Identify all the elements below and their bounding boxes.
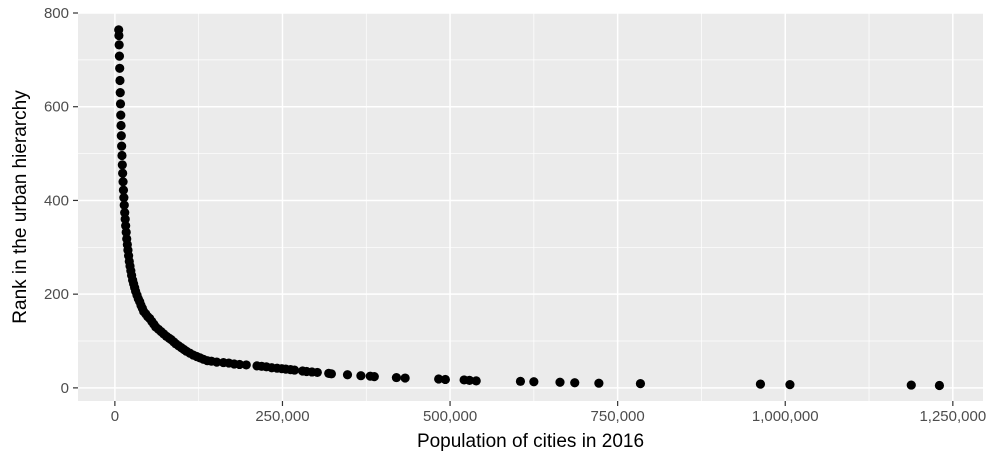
data-point [324, 368, 334, 378]
data-point [115, 99, 126, 109]
data-point [120, 208, 130, 218]
x-tick-label: 250,000 [255, 408, 309, 425]
x-tick-label: 1,000,000 [752, 408, 819, 425]
data-points [114, 25, 945, 391]
x-tick-label: 750,000 [591, 408, 645, 425]
data-point [391, 372, 402, 383]
y-tick-label: 200 [44, 286, 69, 303]
data-point [121, 227, 131, 237]
data-point [218, 357, 229, 368]
data-point [115, 88, 125, 98]
data-point [934, 380, 945, 391]
data-point [114, 51, 125, 61]
data-point [555, 377, 565, 387]
data-point [116, 120, 126, 131]
data-point [356, 371, 366, 381]
data-point [241, 360, 251, 370]
data-point [115, 75, 125, 86]
data-point [594, 378, 604, 388]
y-tick-label: 0 [61, 380, 69, 397]
data-point [635, 379, 646, 389]
data-point [906, 380, 916, 390]
data-point [121, 221, 131, 231]
data-point [365, 371, 375, 381]
data-point [118, 168, 128, 178]
data-point [120, 214, 130, 224]
data-point [755, 379, 766, 389]
data-point [434, 374, 444, 384]
data-point [117, 160, 127, 170]
y-tick-label: 600 [44, 99, 69, 116]
data-point [459, 375, 469, 385]
data-point [119, 193, 129, 203]
data-point [114, 25, 124, 35]
data-point [252, 361, 262, 371]
y-tick-label: 800 [44, 5, 69, 22]
data-point [400, 373, 410, 383]
x-tick-label: 500,000 [423, 408, 477, 425]
data-point [529, 377, 539, 387]
x-axis: 0 250,000 500,000 750,000 1,000,000 1,250,000 [111, 401, 986, 425]
x-axis-title: Population of cities in 2016 [417, 431, 644, 452]
data-point [116, 131, 126, 141]
data-point [785, 379, 795, 390]
data-point [297, 366, 308, 376]
data-point [117, 150, 127, 161]
data-point [440, 374, 450, 385]
y-axis: 0 200 400 600 800 [44, 5, 78, 397]
data-point [515, 376, 526, 386]
grid-minor [78, 13, 983, 401]
data-point [115, 63, 125, 73]
x-tick-label: 1,250,000 [919, 408, 986, 425]
data-point [114, 40, 124, 50]
data-point [116, 110, 126, 120]
data-point [471, 376, 481, 386]
grid-major [78, 12, 983, 401]
y-axis-title: Rank in the urban hierarchy [10, 90, 31, 324]
plot-panel [78, 13, 983, 401]
data-point [570, 378, 580, 388]
x-tick-label: 0 [111, 408, 119, 425]
y-tick-label: 400 [44, 192, 69, 209]
data-point [117, 141, 127, 151]
data-point [342, 370, 353, 380]
data-point [118, 185, 129, 195]
data-point [118, 177, 128, 187]
data-point [122, 234, 132, 244]
data-point [119, 200, 129, 210]
